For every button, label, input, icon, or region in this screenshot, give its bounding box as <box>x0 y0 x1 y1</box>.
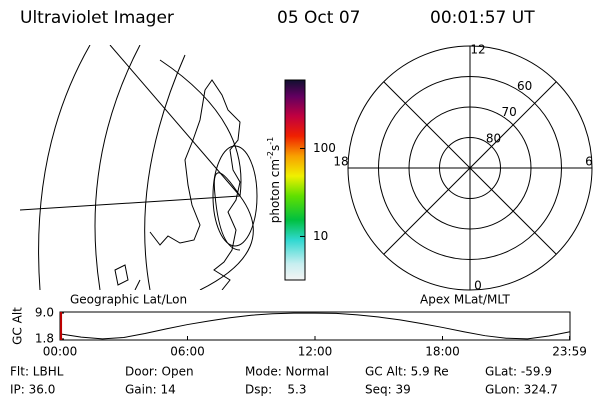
colorbar-tick-label: 10 <box>313 229 328 243</box>
unit-base: photon cm <box>268 159 282 223</box>
y-tick-label: 1.8 <box>35 331 54 345</box>
alt-ylabel: GC Alt <box>11 307 25 345</box>
colorbar <box>284 79 306 281</box>
info-field: GLat: -59.9 <box>485 365 552 379</box>
info-field: Mode: Normal <box>245 365 329 379</box>
x-tick-label: 12:00 <box>298 345 333 359</box>
polar-ring <box>439 137 501 199</box>
x-tick-label: 00:00 <box>43 345 78 359</box>
unit-exp: -2 <box>266 151 275 159</box>
time: 00:01:57 UT <box>430 8 535 28</box>
map <box>20 45 258 290</box>
ring-label: 80 <box>486 131 501 145</box>
alt-curve <box>59 312 571 340</box>
x-tick-label: 23:59 <box>552 345 587 359</box>
ring-label: 70 <box>501 105 516 119</box>
alt-frame <box>59 311 571 341</box>
mlt-label: 12 <box>470 43 485 57</box>
info-field: Gain: 14 <box>125 383 176 397</box>
right-label: Apex MLat/MLT <box>420 293 510 307</box>
info-field: Dsp: 5.3 <box>245 383 307 397</box>
y-tick-label: 9.0 <box>35 306 54 320</box>
info-field: Door: Open <box>125 365 194 379</box>
info-field: Flt: LBHL <box>10 365 64 379</box>
left-label: Geographic Lat/Lon <box>70 293 187 307</box>
info-field: GLon: 324.7 <box>485 383 558 397</box>
mlt-label: 0 <box>474 279 482 293</box>
x-tick-label: 06:00 <box>170 345 205 359</box>
polar-ring <box>408 106 532 230</box>
info-field: Seq: 39 <box>365 383 411 397</box>
date: 05 Oct 07 <box>277 8 360 28</box>
ring-label: 60 <box>517 79 532 93</box>
instrument: Ultraviolet Imager <box>20 8 174 28</box>
info-field: IP: 36.0 <box>10 383 55 397</box>
x-tick-label: 18:00 <box>425 345 460 359</box>
colorbar-tick-label: 100 <box>313 141 336 155</box>
colorbar-unit: photon cm-2s-1 <box>266 137 282 224</box>
mlt-label: 6 <box>585 155 593 169</box>
unit-exp: -1 <box>266 137 275 145</box>
mlt-label: 18 <box>333 155 348 169</box>
polar-ring <box>378 76 562 260</box>
info-field: GC Alt: 5.9 Re <box>365 365 449 379</box>
unit-mid: s <box>268 145 282 151</box>
polar-spoke <box>383 81 557 255</box>
